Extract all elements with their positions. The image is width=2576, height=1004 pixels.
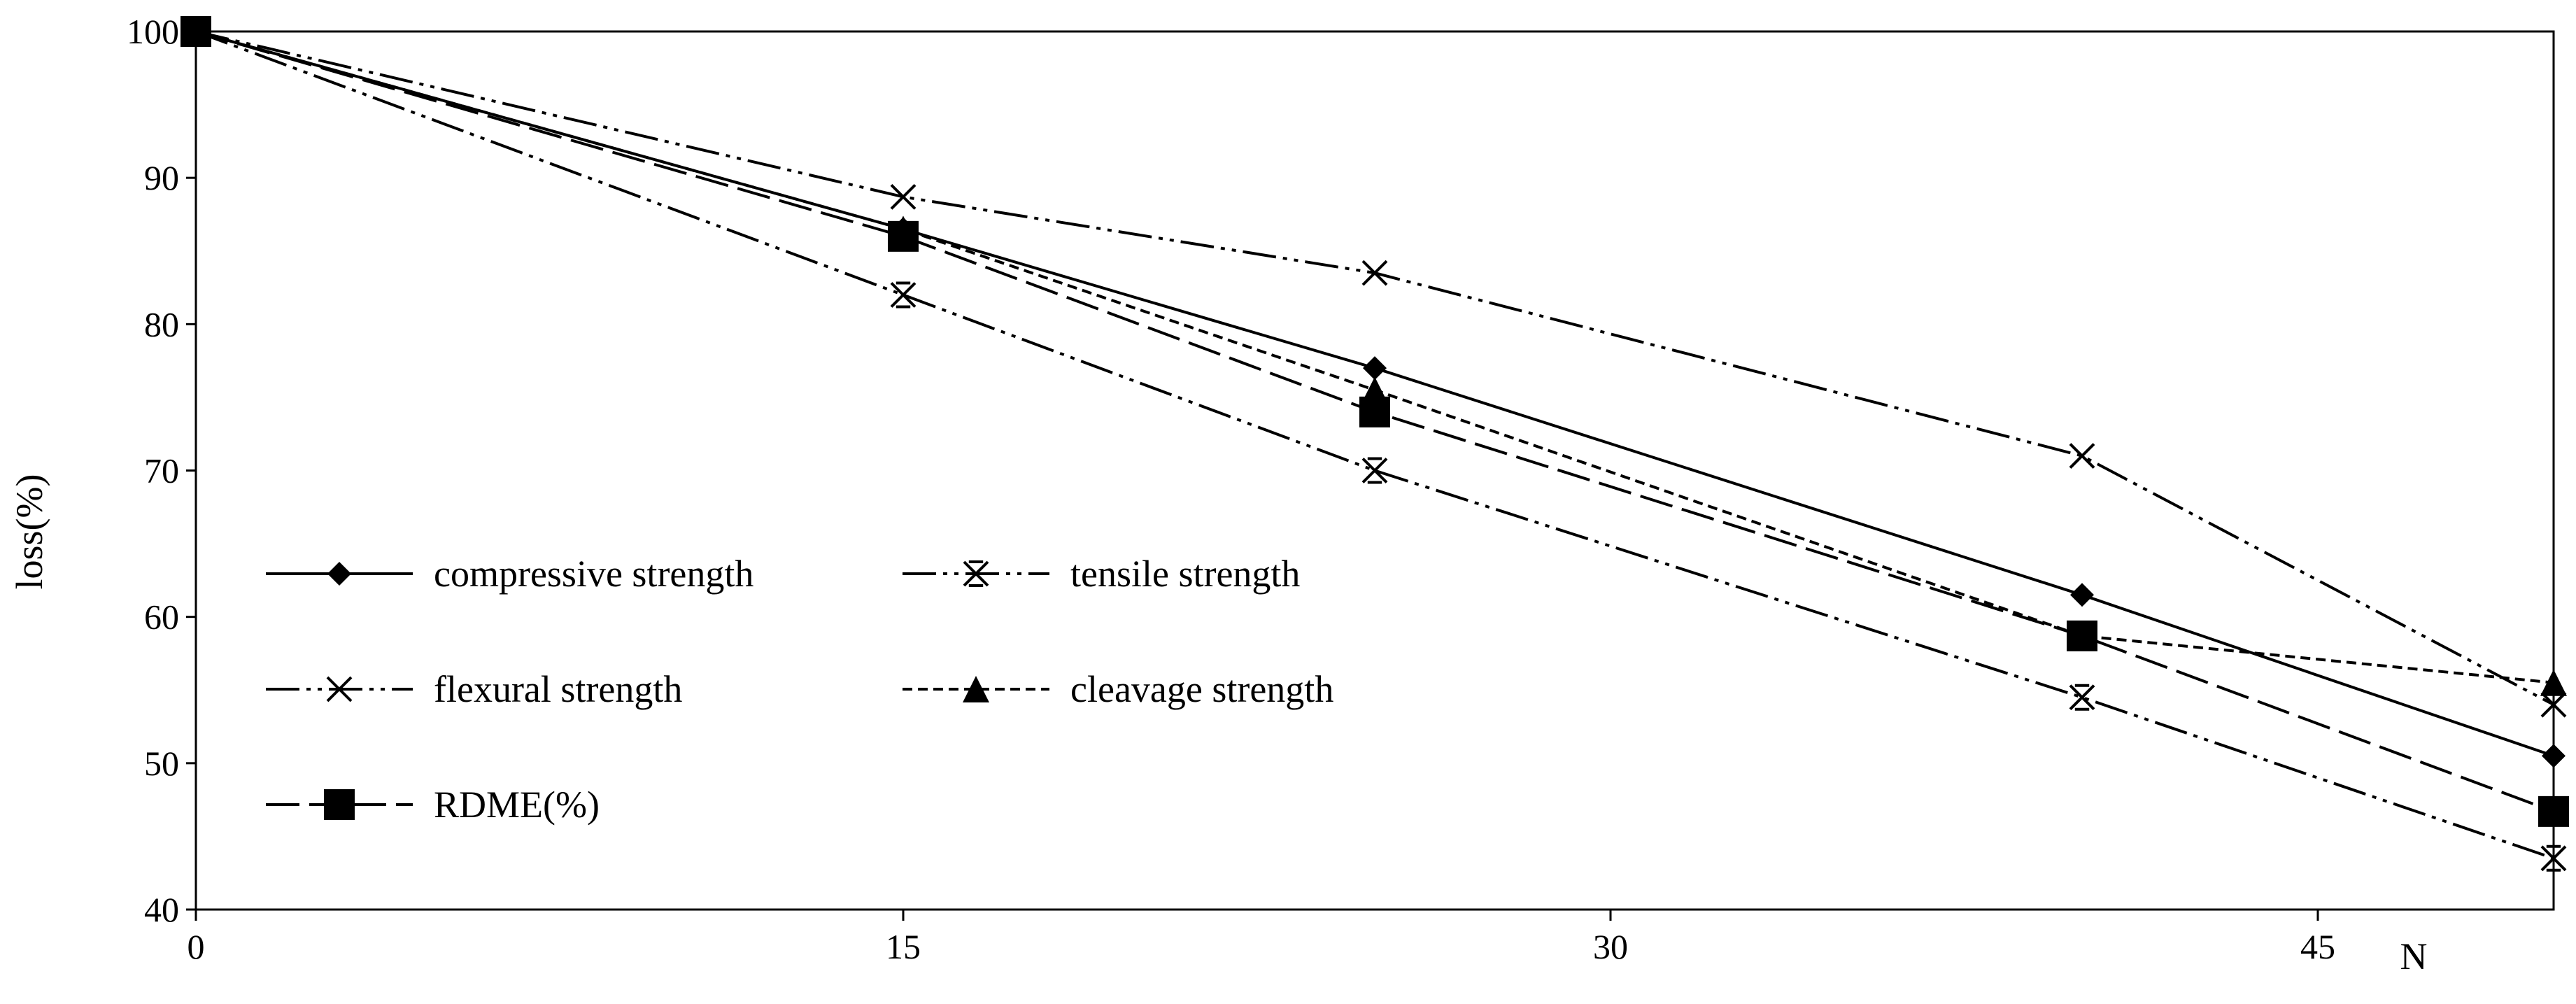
data-point-tensile-strength: [2540, 844, 2567, 872]
data-point-cleavage-strength: [2540, 669, 2567, 696]
y-tick-label: 40: [144, 890, 179, 929]
legend-marker: [963, 676, 989, 702]
data-point-flexural-strength: [890, 183, 917, 210]
x-tick-label: 45: [2300, 927, 2335, 966]
data-point-tensile-strength: [2069, 684, 2095, 711]
data-point-flexural-strength: [1361, 260, 1388, 286]
data-point-flexural-strength: [2069, 443, 2095, 469]
y-tick-label: 70: [144, 451, 179, 490]
legend-label: tensile strength: [1070, 553, 1300, 595]
x-tick-label: 15: [886, 927, 921, 966]
legend-item-flexural-strength: flexural strength: [266, 668, 682, 710]
legend-label: RDME(%): [434, 784, 600, 826]
legend-marker: [324, 789, 355, 820]
data-point-rdme: [2067, 620, 2097, 651]
legend-marker: [963, 560, 989, 587]
data-point-tensile-strength: [1361, 457, 1388, 484]
data-point-compressive-strength: [2542, 744, 2566, 768]
series-line-tensile-strength: [195, 30, 2554, 860]
legend-label: cleavage strength: [1070, 668, 1333, 710]
x-axis: 0 15 30 45: [187, 910, 2335, 966]
x-axis-annotation: N: [2400, 935, 2428, 977]
y-tick-label: 60: [144, 598, 179, 637]
data-point-compressive-strength: [2070, 583, 2094, 607]
legend-label: compressive strength: [434, 553, 753, 595]
data-point-rdme: [888, 220, 919, 252]
data-point-compressive-strength: [1363, 356, 1387, 381]
y-tick-label: 90: [144, 158, 179, 197]
y-axis: 40 50 60 70 80 90 100: [127, 12, 196, 929]
legend-marker: [326, 676, 353, 702]
data-point-rdme: [1359, 396, 1390, 427]
y-axis-title: loss(%): [8, 474, 50, 590]
data-point-rdme: [2538, 796, 2569, 827]
x-tick-label: 0: [187, 927, 205, 966]
data-point-tensile-strength: [890, 281, 917, 309]
legend-label: flexural strength: [434, 668, 682, 710]
y-tick-label: 50: [144, 744, 179, 783]
legend-item-cleavage-strength: cleavage strength: [903, 668, 1333, 710]
x-tick-label: 30: [1593, 927, 1628, 966]
series-lines: [195, 30, 2554, 860]
data-point-flexural-strength: [2540, 691, 2567, 718]
y-tick-label: 80: [144, 304, 179, 344]
legend-item-tensile-strength: tensile strength: [903, 553, 1300, 595]
y-tick-label: 100: [127, 12, 179, 51]
legend-item-compressive-strength: compressive strength: [266, 553, 753, 595]
legend-item-rdme: RDME(%): [266, 784, 600, 826]
legend-marker: [327, 562, 351, 586]
series-markers: [181, 16, 2569, 872]
legend: compressive strength tensile strength flex…: [266, 553, 1333, 826]
